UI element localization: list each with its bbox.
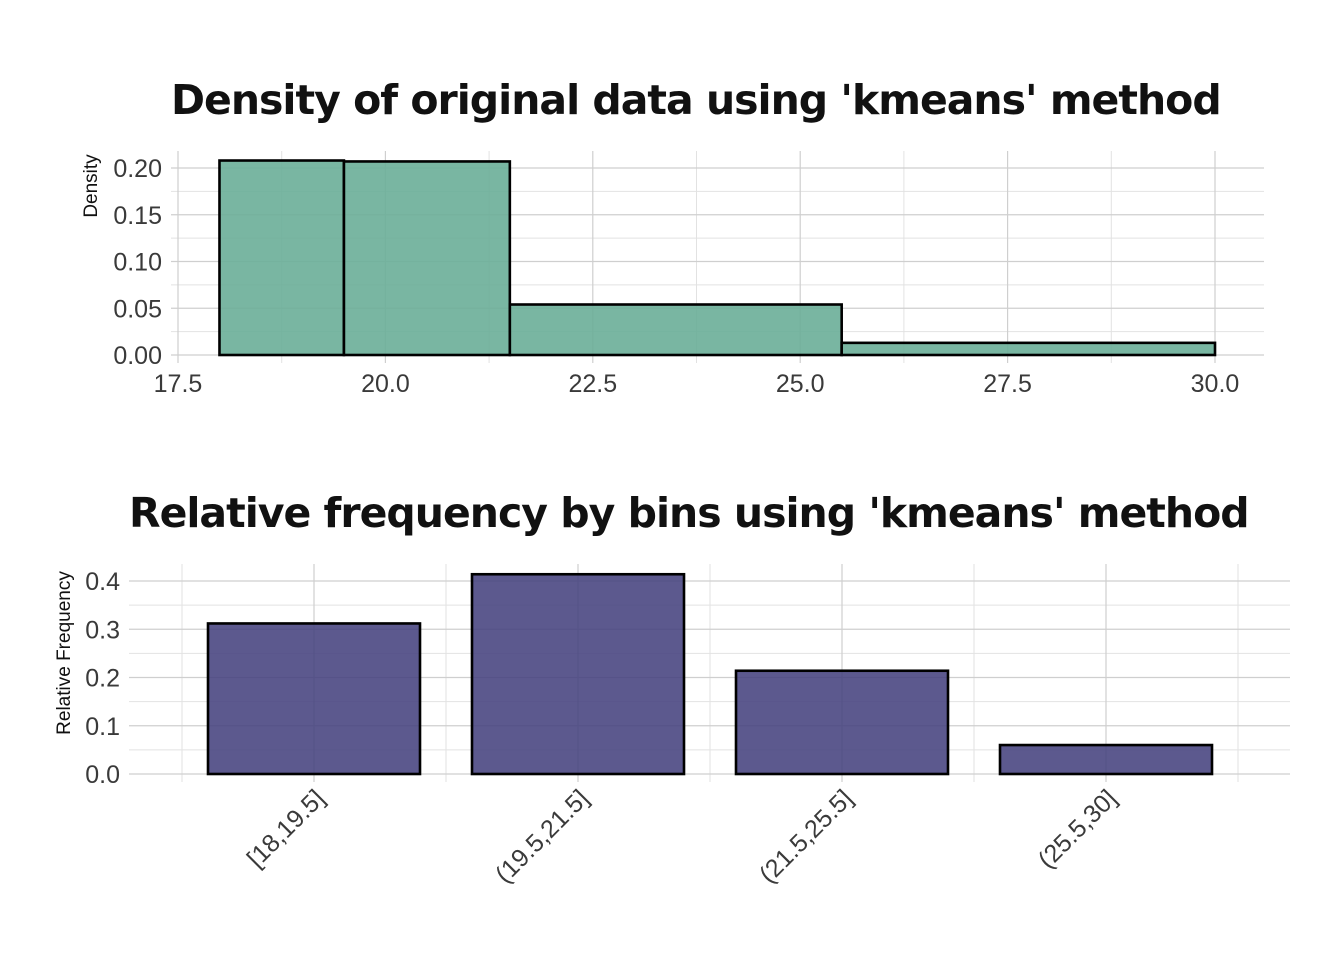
x-tick-label: 27.5	[983, 370, 1032, 398]
y-tick-label: 0.1	[85, 713, 120, 741]
density-chart-title: Density of original data using 'kmeans' …	[171, 76, 1221, 124]
density-panel: Density of original data using 'kmeans' …	[81, 76, 1264, 398]
y-tick-label: 0.0	[85, 761, 120, 789]
x-tick-label: 30.0	[1191, 370, 1240, 398]
x-tick-label: [18,19.5]	[242, 784, 331, 873]
relative-frequency-y-axis-title: Relative Frequency	[54, 571, 75, 735]
x-tick-label: (25.5,30]	[1033, 784, 1123, 874]
histogram-bar	[342, 160, 512, 357]
density-x-tick-labels: 17.5 20.0 22.5 25.0 27.5 30.0	[154, 370, 1240, 398]
y-tick-label: 0.3	[85, 616, 120, 644]
histogram-bar	[840, 341, 1217, 357]
density-y-tick-labels: 0.00 0.05 0.10 0.15 0.20	[113, 155, 162, 370]
relative-frequency-panel: Relative frequency by bins using 'kmeans…	[54, 489, 1290, 889]
relative-frequency-bars	[206, 572, 1214, 776]
density-histogram-bars	[218, 159, 1217, 357]
relative-frequency-x-tick-labels: [18,19.5] (19.5,21.5] (21.5,25.5] (25.5,30]	[242, 784, 1123, 888]
frequency-bar	[998, 743, 1214, 776]
y-tick-label: 0.15	[113, 202, 162, 230]
y-tick-label: 0.10	[113, 249, 162, 277]
y-tick-label: 0.4	[85, 568, 120, 596]
x-tick-label: (21.5,25.5]	[754, 784, 858, 888]
x-tick-label: 20.0	[361, 370, 410, 398]
density-y-axis-title: Density	[81, 154, 102, 218]
relative-frequency-y-tick-labels: 0.0 0.1 0.2 0.3 0.4	[85, 568, 120, 789]
frequency-bar	[734, 669, 950, 776]
y-tick-label: 0.20	[113, 155, 162, 183]
histogram-bar	[508, 303, 843, 357]
x-tick-label: 25.0	[776, 370, 825, 398]
x-tick-label: 17.5	[154, 370, 203, 398]
x-tick-label: 22.5	[568, 370, 617, 398]
x-tick-label: (19.5,21.5]	[490, 784, 594, 888]
frequency-bar	[470, 572, 686, 776]
y-tick-label: 0.00	[113, 342, 162, 370]
histogram-bar	[218, 159, 346, 357]
relative-frequency-chart-title: Relative frequency by bins using 'kmeans…	[129, 489, 1249, 537]
y-tick-label: 0.05	[113, 295, 162, 323]
frequency-bar	[206, 622, 422, 776]
y-tick-label: 0.2	[85, 665, 120, 693]
